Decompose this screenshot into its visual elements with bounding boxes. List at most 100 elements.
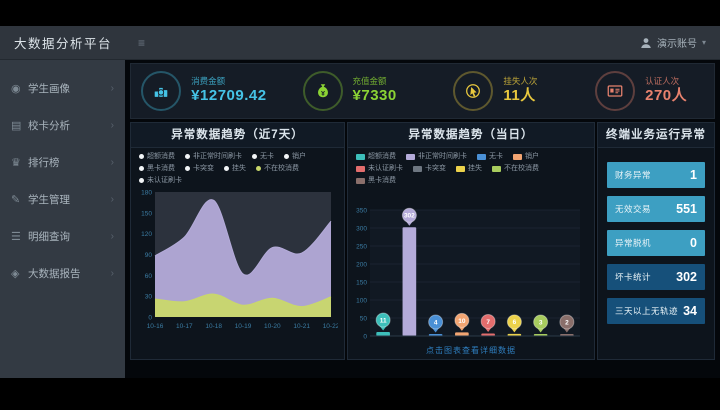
y-tick-label: 0 <box>148 315 152 322</box>
legend-item[interactable]: 非正常时间刷卡 <box>185 152 242 161</box>
pin-value: 11 <box>380 317 387 324</box>
user-icon <box>641 37 651 48</box>
legend-dot-icon <box>256 166 261 171</box>
kpi-label: 认证人次 <box>645 76 680 87</box>
sidebar-item-2[interactable]: ♛ 排行榜 › <box>0 144 125 181</box>
sidebar-item-0[interactable]: ◉ 学生画像 › <box>0 70 125 107</box>
legend-swatch-icon <box>477 153 486 160</box>
bar[interactable] <box>402 227 417 336</box>
y-tick-label: 150 <box>141 210 152 217</box>
sidebar-item-4[interactable]: ☰ 明细查询 › <box>0 218 125 255</box>
sidebar-item-1[interactable]: ▤ 校卡分析 › <box>0 107 125 144</box>
legend-swatch-icon <box>492 165 501 172</box>
id-card-icon <box>595 71 636 111</box>
legend-dot-icon <box>185 166 190 171</box>
main-content: 消费金额 ¥12709.42 充值金额 ¥7330 <box>125 60 720 378</box>
legend-label: 卡突变 <box>425 165 446 172</box>
legend-item[interactable]: 卡突变 <box>185 164 214 173</box>
legend-item[interactable]: 不在校消费 <box>492 164 539 173</box>
kpi-label: 挂失人次 <box>503 76 538 87</box>
bar[interactable] <box>507 333 522 336</box>
kpi-value: ¥12709.42 <box>191 86 267 104</box>
y-tick-label: 250 <box>356 244 367 251</box>
stat-row-0[interactable]: 财务异常 1 <box>607 162 705 188</box>
chart-detail-link[interactable]: 点击图表查看详细数据 <box>426 346 516 355</box>
legend-label: 未认证刷卡 <box>147 177 182 184</box>
legend-item[interactable]: 未认证刷卡 <box>356 164 403 173</box>
legend-label: 不在校消费 <box>264 165 299 172</box>
legend-item[interactable]: 无卡 <box>252 152 274 161</box>
area-chart[interactable]: 0 30 60 90 120 150 180 10-16 10-17 10-18 10-19 10-2… <box>131 186 340 332</box>
legend-item[interactable]: 挂失 <box>456 164 482 173</box>
legend-dot-icon <box>139 166 144 171</box>
sidebar-item-label: 大数据报告 <box>28 268 81 280</box>
legend-swatch-icon <box>513 153 522 160</box>
legend-label: 无卡 <box>260 153 274 160</box>
sidebar-item-label: 学生画像 <box>28 83 70 95</box>
stat-label: 异常脱机 <box>615 238 652 248</box>
bar[interactable] <box>481 333 495 336</box>
sidebar-item-5[interactable]: ◈ 大数据报告 › <box>0 255 125 292</box>
legend-swatch-icon <box>406 153 415 160</box>
chevron-right-icon: › <box>110 83 114 94</box>
legend-item[interactable]: 销户 <box>513 152 539 161</box>
stat-value: 34 <box>683 304 697 318</box>
legend-label: 不在校消费 <box>504 165 539 172</box>
legend-item[interactable]: 卡突变 <box>413 164 446 173</box>
legend-item[interactable]: 超额消费 <box>356 152 396 161</box>
menu-toggle-icon[interactable]: ≡ <box>138 35 146 50</box>
legend-label: 非正常时间刷卡 <box>193 153 242 160</box>
legend-item[interactable]: 黑卡消费 <box>356 176 396 185</box>
legend-dot-icon <box>139 154 144 159</box>
ranking-icon: ♛ <box>11 157 21 169</box>
x-tick-label: 10-18 <box>205 323 222 330</box>
legend-swatch-icon <box>413 165 422 172</box>
y-tick-label: 300 <box>356 226 367 233</box>
panel-day-trend: 异常数据趋势（当日） 超额消费 非正常时间刷卡 无卡 销户 未认证刷卡 卡突变 挂失 不在校消… <box>347 122 595 360</box>
stat-row-1[interactable]: 无效交易 551 <box>607 196 705 222</box>
legend-item[interactable]: 销户 <box>284 152 306 161</box>
chevron-right-icon: › <box>110 120 114 131</box>
hand-click-icon <box>453 71 494 111</box>
legend-item[interactable]: 挂失 <box>224 164 246 173</box>
pin-value: 7 <box>486 319 490 326</box>
bar-chart[interactable]: 0 50 100 150 200 250 300 350 11 302 4 10 7 6 3 2 <box>348 186 588 346</box>
week-legend: 超额消费 非正常时间刷卡 无卡 销户黑卡消费 卡突变 挂失 不在校消费未认证刷卡 <box>131 148 344 186</box>
legend-dot-icon <box>185 154 190 159</box>
legend-label: 无卡 <box>489 153 503 160</box>
y-tick-label: 150 <box>356 280 367 287</box>
legend-item[interactable]: 超额消费 <box>139 152 175 161</box>
user-menu[interactable]: 演示账号 ▾ <box>640 35 706 50</box>
coins-icon <box>141 71 182 111</box>
legend-item[interactable]: 非正常时间刷卡 <box>406 152 467 161</box>
legend-item[interactable]: 无卡 <box>477 152 503 161</box>
legend-item[interactable]: 不在校消费 <box>256 164 299 173</box>
kpi-card-2: 挂失人次 11人 <box>423 64 569 118</box>
x-tick-label: 10-19 <box>235 323 252 330</box>
kpi-label: 消费金额 <box>191 76 226 87</box>
y-tick-label: 60 <box>145 273 153 280</box>
sidebar-item-3[interactable]: ✎ 学生管理 › <box>0 181 125 218</box>
stat-row-2[interactable]: 异常脱机 0 <box>607 230 705 256</box>
card-analysis-icon: ▤ <box>11 120 22 132</box>
bar[interactable] <box>455 332 469 336</box>
y-tick-label: 50 <box>360 316 368 323</box>
stat-label: 三天以上无轨迹 <box>615 306 679 316</box>
legend-item[interactable]: 未认证刷卡 <box>139 176 182 185</box>
pin-value: 4 <box>434 319 438 326</box>
legend-item[interactable]: 黑卡消费 <box>139 164 175 173</box>
legend-label: 未认证刷卡 <box>368 165 403 172</box>
value-pin <box>559 314 575 330</box>
legend-label: 超额消费 <box>147 153 175 160</box>
stat-row-3[interactable]: 坏卡统计 302 <box>607 264 705 290</box>
kpi-value: 11人 <box>503 86 536 104</box>
bar[interactable] <box>376 332 390 336</box>
kpi-card-0: 消费金额 ¥12709.42 <box>131 64 277 118</box>
x-tick-label: 10-21 <box>293 323 310 330</box>
legend-swatch-icon <box>356 165 365 172</box>
legend-dot-icon <box>252 154 257 159</box>
x-tick-label: 10-16 <box>147 323 164 330</box>
stat-row-4[interactable]: 三天以上无轨迹 34 <box>607 298 705 324</box>
x-tick-label: 10-22 <box>323 323 338 330</box>
